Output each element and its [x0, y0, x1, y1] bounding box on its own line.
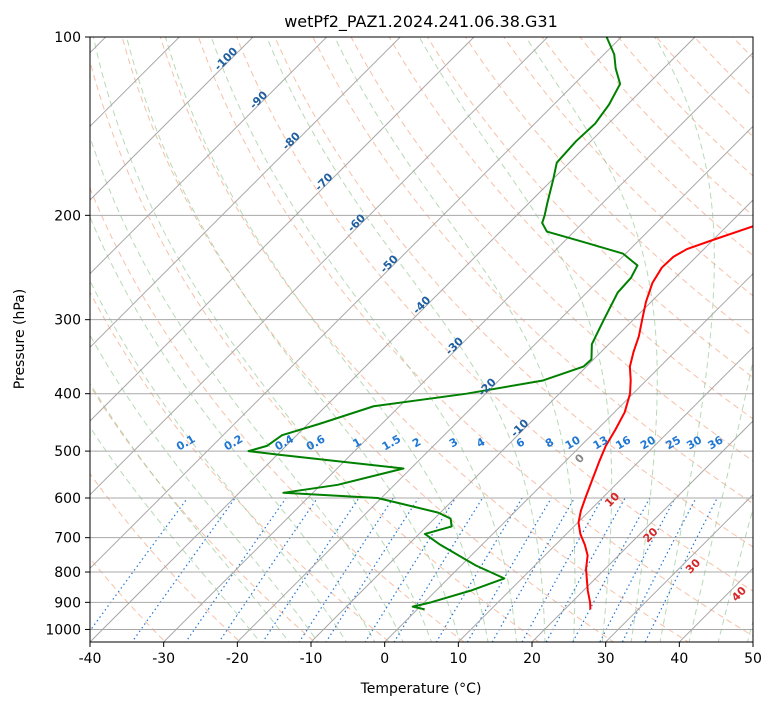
isotherm: [383, 272, 753, 642]
background-lines: [90, 37, 753, 642]
moist-adiabat: [688, 358, 753, 642]
y-tick-label: 600: [54, 491, 81, 507]
isotherm: [236, 125, 753, 642]
y-axis-label: Pressure (hPa): [12, 289, 28, 389]
mixing-ratio-line: [521, 497, 603, 642]
y-tick-label: 500: [54, 444, 81, 460]
isotherm: [90, 37, 623, 570]
x-tick-label: 10: [449, 651, 467, 667]
isotherm: [90, 37, 696, 642]
dry-adiabat: [121, 37, 615, 642]
dry-adiabat: [159, 37, 690, 642]
dry-adiabat: [503, 37, 753, 297]
isotherm: [531, 420, 753, 642]
dry-adiabat: [90, 186, 465, 642]
plot-frame: [89, 36, 754, 643]
moist-adiabat: [266, 37, 546, 642]
mixing-ratio-line: [435, 497, 523, 642]
x-tick-label: 30: [597, 651, 615, 667]
dewpoint-line: [247, 37, 639, 611]
temperature-line: [577, 225, 753, 610]
isotherm: [90, 37, 254, 201]
dry-adiabat: [90, 472, 241, 642]
mixing-ratio-line: [185, 497, 287, 642]
isotherm: [457, 346, 753, 642]
isotherm: [90, 37, 402, 349]
mixing-ratio-line: [90, 497, 189, 632]
y-tick-label: 1000: [45, 622, 81, 638]
isotherm: [90, 37, 181, 128]
dry-adiabat: [90, 59, 540, 642]
y-tick-label: 100: [54, 30, 81, 46]
isotherm: [310, 199, 753, 642]
moist-adiabat: [210, 37, 517, 642]
y-tick-label: 300: [54, 313, 81, 329]
mixing-ratio-line: [491, 497, 576, 642]
dry-adiabat: [197, 37, 753, 637]
dry-adiabat: [274, 37, 753, 548]
dry-adiabat: [388, 37, 753, 420]
moist-adiabat: [92, 37, 432, 642]
mixing-ratio-line: [644, 497, 718, 642]
mixing-ratio-line: [393, 497, 484, 642]
dry-adiabat: [350, 37, 753, 462]
moist-adiabat: [418, 37, 613, 642]
y-tick-label: 700: [54, 531, 81, 547]
isotherm: [162, 51, 753, 642]
x-axis-label: Temperature (°C): [360, 681, 482, 697]
moist-adiabat: [90, 334, 319, 642]
x-tick-label: 20: [523, 651, 541, 667]
y-tick-label: 900: [54, 595, 81, 611]
dry-adiabat: [464, 37, 753, 337]
x-tick-label: 50: [744, 651, 762, 667]
x-tick-label: -20: [226, 651, 249, 667]
dry-adiabat: [90, 291, 391, 642]
y-tick-label: 200: [54, 208, 81, 224]
moist-adiabat: [334, 37, 576, 642]
y-tick-label: 400: [54, 387, 81, 403]
x-tick-label: 40: [670, 651, 688, 667]
moist-adiabat: [717, 506, 753, 642]
isotherm: [90, 37, 328, 275]
mixing-ratio-line: [364, 497, 456, 642]
isotherm: [90, 37, 549, 496]
x-tick-label: -40: [79, 651, 102, 667]
moist-adiabat: [654, 37, 715, 642]
profile-lines: [247, 37, 753, 611]
y-tick-label: 800: [54, 565, 81, 581]
mixing-ratio-line: [325, 497, 419, 642]
mixing-ratio-line: [131, 497, 236, 642]
axis-ticks: -40 -30 -20 -10 0 10 20 30 40 50 100 200 300 400 500 60…: [45, 30, 762, 667]
chart-title: wetPf2_PAZ1.2024.241.06.38.G31: [284, 12, 558, 32]
x-tick-label: -10: [300, 651, 323, 667]
x-tick-label: 0: [380, 651, 389, 667]
dry-adiabat: [312, 37, 753, 505]
dry-adiabat: [236, 37, 753, 592]
isotherm: [90, 37, 475, 422]
isotherm: [604, 493, 753, 642]
x-tick-label: -30: [152, 651, 175, 667]
